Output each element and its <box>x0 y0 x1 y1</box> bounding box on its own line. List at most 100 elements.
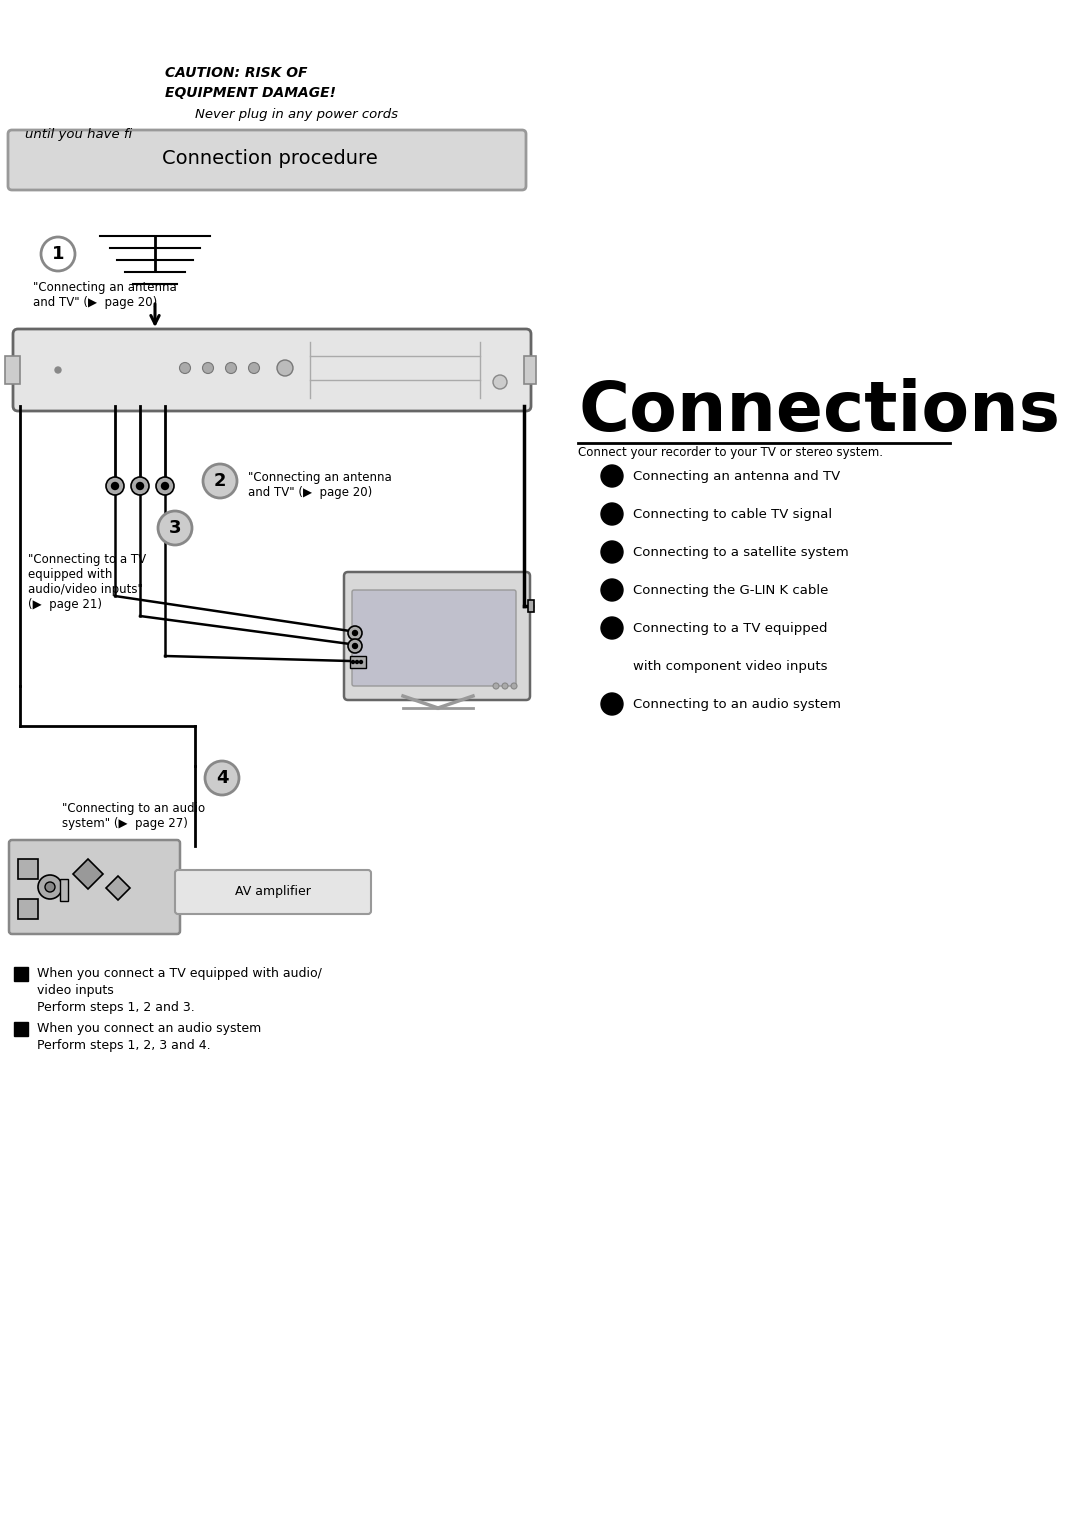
FancyBboxPatch shape <box>345 572 530 700</box>
Bar <box>524 356 536 385</box>
Text: Connecting to cable TV signal: Connecting to cable TV signal <box>633 508 832 520</box>
Text: Perform steps 1, 2 and 3.: Perform steps 1, 2 and 3. <box>37 1001 194 1013</box>
Circle shape <box>203 464 237 497</box>
Bar <box>18 899 38 919</box>
Text: Connect your recorder to your TV or stereo system.: Connect your recorder to your TV or ster… <box>578 446 883 459</box>
Text: Connecting to a satellite system: Connecting to a satellite system <box>633 546 849 559</box>
Circle shape <box>352 630 357 635</box>
Circle shape <box>691 267 929 505</box>
Bar <box>5 356 21 385</box>
Circle shape <box>739 314 881 458</box>
Circle shape <box>616 191 1004 581</box>
Text: AV amplifier: AV amplifier <box>235 885 311 899</box>
Circle shape <box>492 684 499 690</box>
Bar <box>14 1022 28 1036</box>
Circle shape <box>276 360 293 375</box>
Text: When you connect an audio system: When you connect an audio system <box>37 1022 261 1035</box>
Circle shape <box>492 375 507 389</box>
Circle shape <box>45 882 55 893</box>
Circle shape <box>625 201 995 571</box>
Circle shape <box>600 465 623 487</box>
Circle shape <box>41 237 75 272</box>
Circle shape <box>719 296 901 476</box>
Bar <box>18 859 38 879</box>
Circle shape <box>205 761 239 795</box>
Text: Connections: Connections <box>578 377 1059 444</box>
Circle shape <box>248 363 259 374</box>
Circle shape <box>653 229 967 543</box>
Circle shape <box>351 661 354 664</box>
Circle shape <box>711 287 909 485</box>
FancyBboxPatch shape <box>8 130 526 191</box>
Circle shape <box>348 639 362 653</box>
Circle shape <box>701 276 919 496</box>
Text: 4: 4 <box>216 769 228 787</box>
Polygon shape <box>106 876 130 900</box>
Circle shape <box>549 125 1071 647</box>
Circle shape <box>681 258 939 514</box>
Text: until you have fi: until you have fi <box>25 128 132 140</box>
Circle shape <box>757 334 863 438</box>
Bar <box>350 656 366 668</box>
Circle shape <box>38 874 62 899</box>
Text: CAUTION: RISK OF: CAUTION: RISK OF <box>165 66 308 79</box>
Circle shape <box>729 305 891 467</box>
Text: EQUIPMENT DAMAGE!: EQUIPMENT DAMAGE! <box>165 85 336 101</box>
Circle shape <box>558 134 1062 638</box>
Circle shape <box>600 578 623 601</box>
Circle shape <box>596 172 1024 600</box>
Circle shape <box>136 482 144 490</box>
Circle shape <box>586 163 1034 609</box>
Circle shape <box>777 353 843 420</box>
Text: 1: 1 <box>52 246 64 262</box>
Text: Connecting to an audio system: Connecting to an audio system <box>633 697 841 711</box>
FancyBboxPatch shape <box>9 839 180 934</box>
Circle shape <box>111 482 119 490</box>
Text: 2: 2 <box>214 472 226 490</box>
Circle shape <box>767 343 853 429</box>
Polygon shape <box>73 859 103 890</box>
Text: 3: 3 <box>168 519 181 537</box>
Circle shape <box>672 249 948 523</box>
Text: Never plug in any power cords: Never plug in any power cords <box>195 108 399 121</box>
Circle shape <box>502 684 508 690</box>
Text: "Connecting an antenna
and TV" (▶  page 20): "Connecting an antenna and TV" (▶ page 2… <box>33 281 177 308</box>
Circle shape <box>634 211 986 562</box>
Circle shape <box>568 143 1052 629</box>
Bar <box>60 879 68 900</box>
Circle shape <box>55 366 60 372</box>
Circle shape <box>786 362 834 410</box>
Circle shape <box>644 220 976 552</box>
Circle shape <box>203 363 214 374</box>
FancyBboxPatch shape <box>175 870 372 914</box>
Circle shape <box>360 661 363 664</box>
Circle shape <box>748 324 872 449</box>
Circle shape <box>179 363 190 374</box>
Bar <box>528 600 534 612</box>
Circle shape <box>511 684 517 690</box>
Text: "Connecting to an audio
system" (▶  page 27): "Connecting to an audio system" (▶ page … <box>62 803 205 830</box>
Circle shape <box>352 644 357 649</box>
Text: video inputs: video inputs <box>37 984 113 996</box>
Circle shape <box>106 478 124 494</box>
Circle shape <box>600 542 623 563</box>
Text: with component video inputs: with component video inputs <box>633 661 827 673</box>
Circle shape <box>131 478 149 494</box>
FancyBboxPatch shape <box>352 591 516 687</box>
Circle shape <box>226 363 237 374</box>
Bar <box>14 967 28 981</box>
Circle shape <box>162 482 168 490</box>
Circle shape <box>606 182 1014 591</box>
Circle shape <box>805 382 815 391</box>
Text: Connection procedure: Connection procedure <box>162 150 378 168</box>
Circle shape <box>600 504 623 525</box>
Circle shape <box>578 154 1042 618</box>
Circle shape <box>663 238 957 533</box>
Circle shape <box>158 511 192 545</box>
Text: "Connecting an antenna
and TV" (▶  page 20): "Connecting an antenna and TV" (▶ page 2… <box>248 472 392 499</box>
Circle shape <box>348 626 362 639</box>
Circle shape <box>600 693 623 716</box>
Text: Connecting an antenna and TV: Connecting an antenna and TV <box>633 470 840 484</box>
FancyBboxPatch shape <box>13 330 531 410</box>
Text: "Connecting to a TV
equipped with
audio/video inputs"
(▶  page 21): "Connecting to a TV equipped with audio/… <box>28 552 146 610</box>
